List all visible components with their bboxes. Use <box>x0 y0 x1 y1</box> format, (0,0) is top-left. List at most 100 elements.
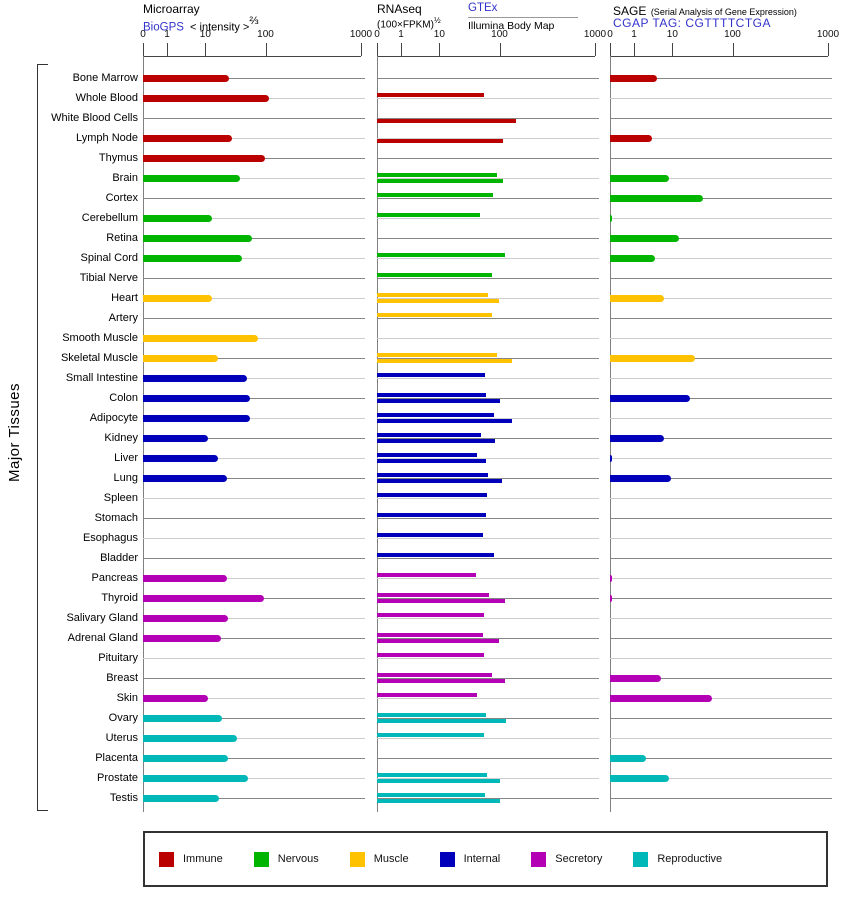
microarray-bar <box>143 715 223 722</box>
tissue-label: Esophagus <box>82 532 138 544</box>
rnaseq-illumina-bar <box>377 359 512 363</box>
rnaseq-row-gridline <box>377 338 599 339</box>
sage-row-gridline <box>610 718 832 719</box>
sage-row-gridline <box>610 258 832 259</box>
legend-label: Internal <box>463 853 501 865</box>
sage-axis-tick-label: 10 <box>666 29 678 40</box>
microarray-row-gridline <box>143 718 365 719</box>
sage-row-gridline <box>610 338 832 339</box>
microarray-row-gridline <box>143 218 365 219</box>
microarray-row-gridline <box>143 618 365 619</box>
rnaseq-illumina-bar <box>377 459 487 463</box>
cgap-tag-link[interactable]: CGAP TAG: CGTTTTCTGA <box>613 16 772 30</box>
rnaseq-row-gridline <box>377 438 599 439</box>
rnaseq-row-gridline <box>377 298 599 299</box>
sage-bar <box>610 295 664 302</box>
microarray-bar <box>143 135 233 142</box>
microarray-subtitle: BioGPS < intensity >⅔ <box>143 15 259 35</box>
microarray-row-gridline <box>143 238 365 239</box>
sage-bar <box>610 575 613 582</box>
sage-bar <box>610 595 613 602</box>
rnaseq-row-gridline <box>377 518 599 519</box>
sage-row-gridline <box>610 618 832 619</box>
sage-row-gridline <box>610 518 832 519</box>
gtex-link[interactable]: GTEx <box>468 2 498 14</box>
rnaseq-row-gridline <box>377 78 599 79</box>
rnaseq-row-gridline <box>377 198 599 199</box>
rnaseq-row-gridline <box>377 118 599 119</box>
sage-row-gridline <box>610 138 832 139</box>
sage-row-gridline <box>610 458 832 459</box>
rnaseq-gtex-bar <box>377 513 487 517</box>
rnaseq-illumina-bar <box>377 779 500 783</box>
sage-axis-line <box>610 56 828 57</box>
tissue-label: Heart <box>111 292 138 304</box>
biogps-link[interactable]: BioGPS <box>143 21 184 34</box>
rnaseq-row-gridline <box>377 498 599 499</box>
sage-bar <box>610 195 703 202</box>
sage-axis-tick-label: 100 <box>724 29 741 40</box>
rnaseq-axis-tick <box>400 43 402 56</box>
rnaseq-gtex-bar <box>377 493 488 497</box>
microarray-row-gridline <box>143 698 365 699</box>
sage-bar <box>610 135 653 142</box>
microarray-axis-line <box>143 56 361 57</box>
sage-row-gridline <box>610 178 832 179</box>
sage-axis-tick <box>610 43 611 56</box>
rnaseq-row-gridline <box>377 738 599 739</box>
rnaseq-axis-tick <box>439 43 441 56</box>
rnaseq-gtex-bar <box>377 713 487 717</box>
tissue-label: Pituitary <box>98 652 138 664</box>
rnaseq-row-gridline <box>377 258 599 259</box>
microarray-bar <box>143 75 230 82</box>
sage-row-gridline <box>610 378 832 379</box>
tissue-label: Thyroid <box>101 592 138 604</box>
legend-item-internal: Internal <box>439 851 501 867</box>
rnaseq-axis-tick-label: 0 <box>374 29 380 40</box>
tissue-label: Kidney <box>104 432 138 444</box>
sage-row-gridline <box>610 78 832 79</box>
rnaseq-row-gridline <box>377 418 599 419</box>
tissue-label: Skeletal Muscle <box>60 352 138 364</box>
tissue-label: Breast <box>106 672 138 684</box>
legend-label: Secretory <box>555 853 603 865</box>
rnaseq-illumina-bar <box>377 139 504 143</box>
microarray-bar <box>143 235 253 242</box>
rnaseq-axis-tick <box>499 43 501 56</box>
microarray-axis-tick-label: 1000 <box>349 29 373 40</box>
sage-row-gridline <box>610 118 832 119</box>
sage-row-gridline <box>610 158 832 159</box>
legend-label: Muscle <box>373 853 409 865</box>
rnaseq-row-gridline <box>377 658 599 659</box>
sage-axis-tick-label: 1000 <box>816 29 840 40</box>
microarray-row-gridline <box>143 678 365 679</box>
rnaseq-row-gridline <box>377 798 599 799</box>
microarray-bar <box>143 395 250 402</box>
tissue-label: Skin <box>116 692 138 704</box>
sage-axis-tick <box>633 43 635 56</box>
microarray-row-gridline <box>143 418 365 419</box>
tissue-label: Uterus <box>105 732 138 744</box>
microarray-bar <box>143 255 242 262</box>
microarray-row-gridline <box>143 378 365 379</box>
rnaseq-gtex-bar <box>377 633 484 637</box>
sage-row-gridline <box>610 558 832 559</box>
microarray-row-gridline <box>143 578 365 579</box>
sage-row-gridline <box>610 358 832 359</box>
rnaseq-gtex-bar <box>377 433 482 437</box>
microarray-bar <box>143 635 221 642</box>
rnaseq-gtex-bar <box>377 93 485 97</box>
rnaseq-illumina-bar <box>377 799 500 803</box>
tissue-label: White Blood Cells <box>51 112 138 124</box>
rnaseq-illumina-bar <box>377 299 499 303</box>
sage-row-gridline <box>610 658 832 659</box>
sage-axis-spine <box>610 56 611 812</box>
microarray-measure: < intensity > <box>190 21 250 34</box>
sage-row-gridline <box>610 758 832 759</box>
microarray-bar <box>143 695 208 702</box>
rnaseq-gtex-bar <box>377 173 497 177</box>
rnaseq-axis-line <box>377 56 595 57</box>
sage-row-gridline <box>610 598 832 599</box>
tissue-label: Testis <box>109 792 138 804</box>
sage-bar <box>610 675 661 682</box>
